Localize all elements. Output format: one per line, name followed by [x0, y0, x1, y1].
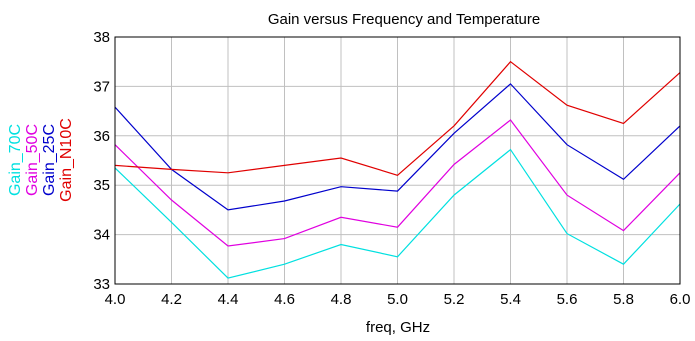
series-line-gain_25c: [114, 83, 681, 211]
x-tick-label: 5.0: [387, 291, 408, 308]
y-tick-label: 33: [93, 276, 110, 293]
series-line-gain_50c: [114, 119, 681, 247]
x-tick-label: 5.8: [613, 291, 634, 308]
x-tick-label: 5.6: [557, 291, 578, 308]
grid: [114, 36, 681, 285]
x-tick-label: 4.0: [105, 291, 126, 308]
plot-frame: [114, 36, 681, 285]
x-tick-label: 4.6: [274, 291, 295, 308]
legend-label-gain_50c: Gain_50C: [24, 124, 41, 196]
chart-title: Gain versus Frequency and Temperature: [268, 11, 540, 28]
y-tick-label: 34: [93, 227, 110, 244]
series-line-gain_n10c: [114, 60, 681, 176]
series-group: [114, 60, 681, 279]
legend-label-gain_n10c: Gain_N10C: [58, 118, 75, 202]
x-tick-label: 5.2: [444, 291, 465, 308]
x-axis-label: freq, GHz: [366, 319, 430, 336]
x-tick-label: 5.4: [500, 291, 521, 308]
y-tick-labels: 33 34 35 36 37 38: [93, 29, 110, 293]
y-tick-label: 35: [93, 177, 110, 194]
legend-label-gain_70c: Gain_70C: [7, 124, 24, 196]
legend: Gain_70C Gain_50C Gain_25C Gain_N10C: [7, 118, 75, 202]
x-tick-label: 4.8: [331, 291, 352, 308]
y-tick-label: 38: [93, 29, 110, 46]
x-tick-label: 6.0: [670, 291, 691, 308]
x-tick-label: 4.4: [218, 291, 239, 308]
x-tick-label: 4.2: [161, 291, 182, 308]
x-tick-labels: 4.0 4.2 4.4 4.6 4.8 5.0 5.2 5.4 5.6 5.8 6.0: [105, 291, 691, 308]
y-tick-label: 37: [93, 78, 110, 95]
y-tick-label: 36: [93, 128, 110, 145]
series-line-gain_70c: [114, 148, 681, 279]
legend-label-gain_25c: Gain_25C: [41, 124, 58, 196]
